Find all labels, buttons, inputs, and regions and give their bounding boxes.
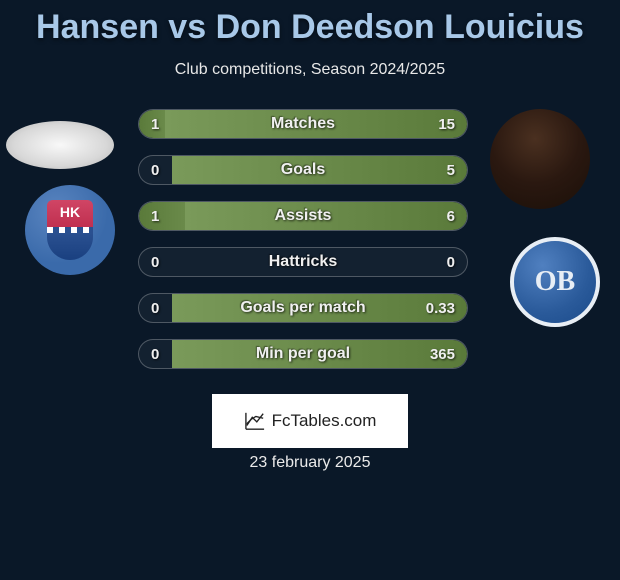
watermark: FcTables.com: [212, 394, 408, 448]
club-code-right: OB: [535, 266, 575, 298]
stat-value-right: 0: [435, 248, 467, 276]
stat-value-right: 0.33: [414, 294, 467, 322]
stat-value-left: 1: [139, 202, 171, 230]
stat-row: 05Goals: [138, 155, 468, 185]
stat-label: Hattricks: [139, 248, 467, 276]
club-shield-icon: [47, 200, 93, 260]
chart-icon: [244, 411, 266, 431]
stat-value-right: 15: [426, 110, 467, 138]
club-badge-left: [25, 185, 115, 275]
stat-row: 00.33Goals per match: [138, 293, 468, 323]
date-label: 23 february 2025: [0, 454, 620, 472]
stat-value-right: 6: [435, 202, 467, 230]
stat-value-left: 0: [139, 248, 171, 276]
stat-fill-right: [185, 202, 467, 230]
player-avatar-right: [490, 109, 590, 209]
watermark-text: FcTables.com: [272, 411, 377, 431]
player-avatar-left: [6, 121, 114, 169]
club-badge-right: OB: [510, 237, 600, 327]
stat-row: 115Matches: [138, 109, 468, 139]
stat-row: 0 0Hattricks: [138, 247, 468, 277]
stat-fill-right: [172, 156, 467, 184]
stat-row: 0365Min per goal: [138, 339, 468, 369]
subtitle: Club competitions, Season 2024/2025: [0, 61, 620, 79]
stat-value-right: 5: [435, 156, 467, 184]
stat-row: 16Assists: [138, 201, 468, 231]
page-title: Hansen vs Don Deedson Louicius: [0, 0, 620, 47]
stat-value-left: 0: [139, 340, 171, 368]
stat-value-left: 0: [139, 294, 171, 322]
stat-value-right: 365: [418, 340, 467, 368]
stat-value-left: 1: [139, 110, 171, 138]
stats-list: 115Matches05Goals16Assists00Hattricks00.…: [138, 109, 468, 385]
stat-value-left: 0: [139, 156, 171, 184]
stat-fill-right: [165, 110, 467, 138]
